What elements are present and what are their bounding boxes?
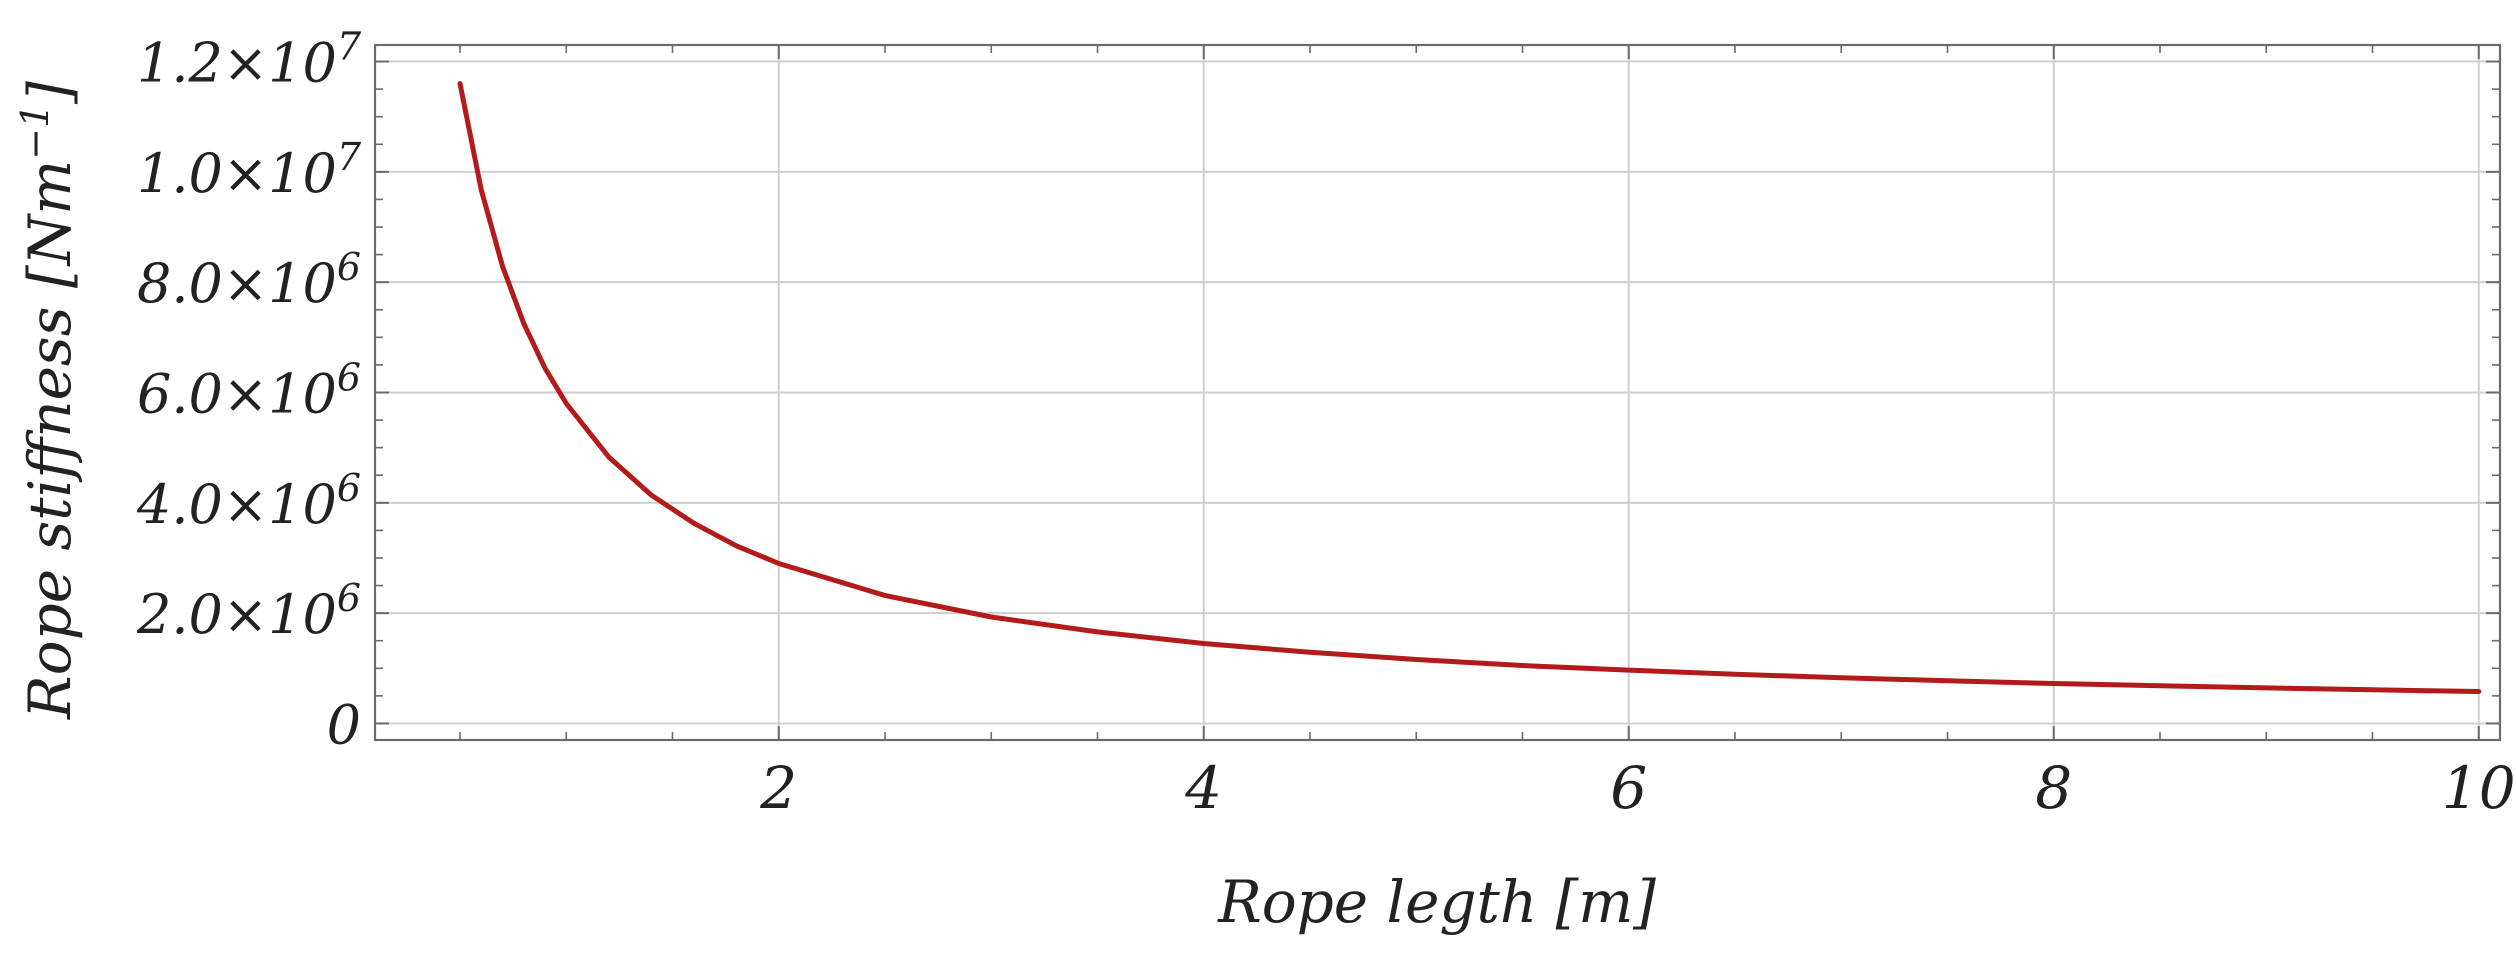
y-axis-title: Rope stiffness [Nm−1] — [13, 81, 84, 720]
x-axis-title: Rope legth [m] — [1217, 868, 1656, 936]
x-tick-label: 4 — [1184, 754, 1222, 822]
x-tick-label: 10 — [2442, 754, 2516, 822]
y-tick-label: 6.0×106 — [137, 356, 361, 426]
y-tick-label: 2.0×106 — [136, 576, 361, 646]
y-tick-label: 1.0×107 — [137, 135, 362, 205]
y-tick-labels: 0 2.0×106 4.0×106 6.0×106 8.0×106 1.0×107 1.2×… — [136, 25, 362, 757]
y-axis-title-main: Rope stiffness [Nm — [16, 160, 84, 720]
y-axis-title-exponent: −1 — [13, 104, 57, 160]
series-layer — [457, 81, 2482, 694]
x-tick-label: 2 — [759, 754, 797, 822]
y-tick-label: 0 — [327, 693, 361, 756]
series-line — [457, 81, 2482, 694]
y-axis-title-tail: ] — [16, 81, 84, 105]
y-tick-label: 8.0×106 — [137, 245, 361, 315]
grid-lines — [375, 45, 2500, 740]
y-tick-label: 1.2×107 — [137, 25, 362, 95]
plot-frame — [373, 43, 2502, 742]
axis-ticks — [375, 45, 2500, 740]
x-tick-label: 8 — [2035, 754, 2072, 822]
x-tick-label: 6 — [1610, 754, 1647, 822]
x-tick-labels: 2 4 6 8 10 — [759, 754, 2515, 822]
y-tick-label: 4.0×106 — [136, 466, 361, 536]
